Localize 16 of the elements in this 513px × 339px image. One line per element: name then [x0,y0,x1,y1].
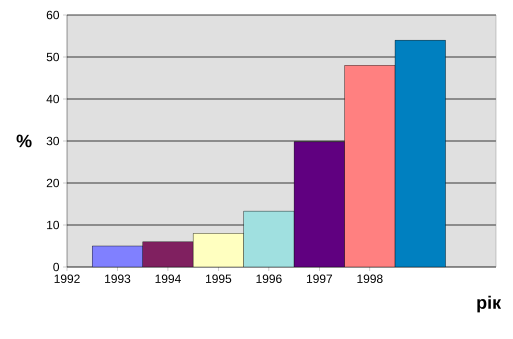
x-tick-label: 1993 [105,274,130,283]
y-tick-label: 0 [53,262,60,272]
x-axis-title: рік [477,296,502,312]
x-tick-label: 1997 [306,274,332,283]
x-tick-label: 1994 [156,274,181,283]
y-tick-label: 40 [46,94,60,104]
x-tick-label: 1995 [206,274,232,283]
x-tick-label: 1996 [256,274,282,283]
y-tick-label: 50 [46,52,60,62]
x-tick-label: 1998 [357,274,383,283]
y-tick-label: 60 [46,10,60,20]
y-tick-label: 30 [46,136,60,146]
y-axis-title: % [16,134,32,148]
y-tick-label: 10 [47,220,60,230]
y-tick-label: 20 [46,178,60,188]
x-tick-label: 1992 [54,274,80,283]
